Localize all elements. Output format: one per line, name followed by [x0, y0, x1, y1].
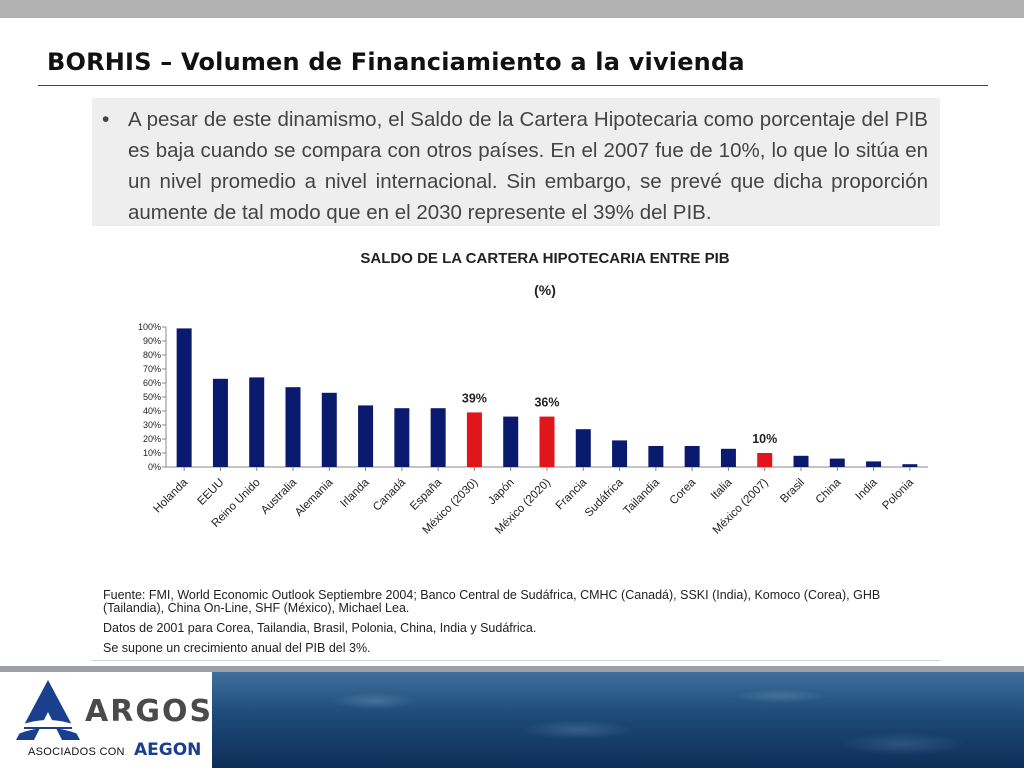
bar — [285, 387, 301, 467]
bar — [720, 448, 736, 467]
category-label: Francia — [554, 476, 590, 512]
chart-title: SALDO DE LA CARTERA HIPOTECARIA ENTRE PI… — [360, 250, 730, 267]
category-label: Holanda — [151, 476, 190, 515]
y-tick-label: 30% — [143, 420, 161, 430]
bar — [575, 429, 591, 467]
bar — [902, 464, 918, 467]
chart-notes: Fuente: FMI, World Economic Outlook Sept… — [103, 589, 903, 655]
category-label: Sudáfrica — [583, 476, 626, 519]
bar — [176, 328, 192, 467]
argos-logo-icon — [16, 680, 80, 740]
y-tick-label: 0% — [148, 462, 161, 472]
slide-title: BORHIS – Volumen de Financiamiento a la … — [47, 48, 745, 76]
bar — [466, 412, 482, 467]
bar — [648, 446, 664, 467]
footer-water-image — [212, 672, 1024, 768]
chart-unit: (%) — [534, 282, 556, 298]
source-note: Fuente: FMI, World Economic Outlook Sept… — [103, 588, 881, 615]
y-tick-label: 90% — [143, 336, 161, 346]
bar — [793, 455, 809, 467]
bar — [212, 378, 228, 467]
assumption-note: Se supone un crecimiento anual del PIB d… — [103, 641, 371, 655]
bar — [249, 377, 265, 467]
category-label: EEUU — [195, 477, 226, 508]
bar — [866, 461, 882, 467]
data-label: 39% — [462, 391, 487, 405]
bar — [612, 440, 628, 467]
bullet-marker: • — [102, 108, 110, 131]
footer-divider — [0, 666, 1024, 672]
category-label: Italia — [709, 476, 735, 502]
bar — [539, 416, 555, 467]
title-divider — [38, 85, 988, 86]
bullet-box: • A pesar de este dinamismo, el Saldo de… — [92, 98, 940, 226]
footer-logo-area — [0, 672, 212, 768]
partner-logo: AEGON — [134, 740, 202, 760]
category-label: Irlanda — [338, 476, 372, 510]
bar — [321, 392, 337, 467]
data-label: 10% — [752, 432, 777, 446]
category-label: España — [408, 476, 444, 512]
bar — [829, 458, 845, 467]
y-tick-label: 80% — [143, 350, 161, 360]
category-label: Polonia — [880, 476, 916, 512]
data-years-note: Datos de 2001 para Corea, Tailandia, Bra… — [103, 621, 537, 635]
bar — [503, 416, 519, 467]
bar — [757, 453, 773, 467]
category-label: Tailandia — [621, 476, 662, 517]
data-label: 36% — [534, 396, 559, 410]
category-label: Canadá — [371, 476, 408, 513]
bullet-text: A pesar de este dinamismo, el Saldo de l… — [128, 108, 928, 224]
y-tick-label: 20% — [143, 434, 161, 444]
y-tick-label: 70% — [143, 364, 161, 374]
y-tick-label: 60% — [143, 378, 161, 388]
brand-name: ARGOS — [85, 694, 214, 729]
y-tick-label: 40% — [143, 406, 161, 416]
bar — [394, 408, 410, 467]
top-bar — [0, 0, 1024, 18]
category-label: Alemania — [293, 476, 336, 519]
y-tick-label: 50% — [143, 392, 161, 402]
category-label: Corea — [668, 476, 699, 507]
category-label: Brasil — [778, 477, 807, 506]
category-label: China — [814, 476, 844, 506]
mortgage-gdp-bar-chart: 0% 10% 20% 30% 40% 50% 60% 70% 80% 90% 100% Holanda… — [138, 322, 928, 537]
bar — [430, 408, 446, 467]
y-tick-label: 100% — [138, 322, 161, 332]
category-label: India — [854, 476, 881, 503]
y-tick-label: 10% — [143, 448, 161, 458]
notes-divider — [92, 660, 940, 661]
category-label: Japón — [486, 477, 517, 508]
bar — [358, 405, 374, 467]
brand-subtitle: ASOCIADOS CON — [28, 746, 125, 758]
bar — [684, 446, 700, 467]
